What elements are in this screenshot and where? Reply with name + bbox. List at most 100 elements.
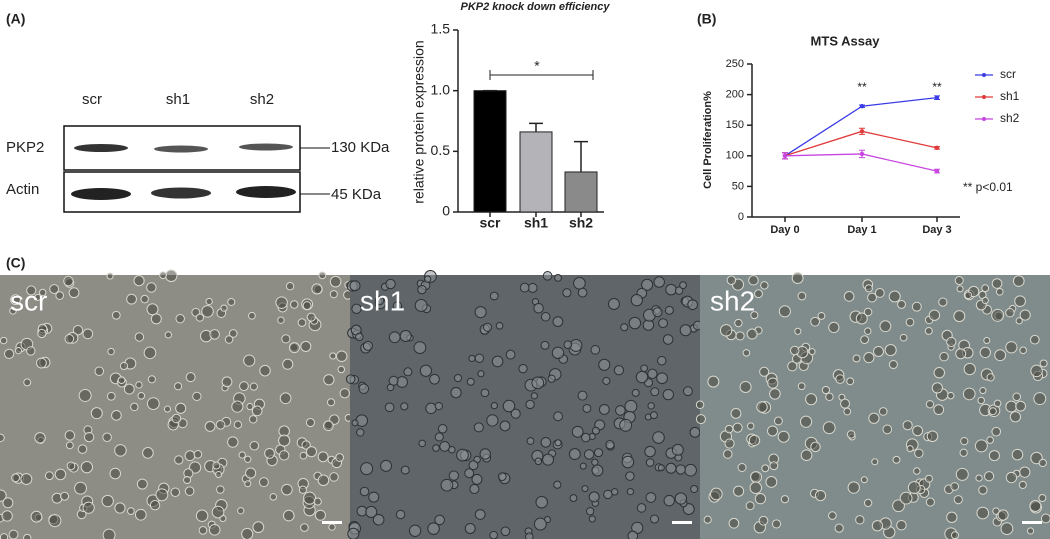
cell bbox=[907, 481, 921, 495]
cell bbox=[735, 331, 745, 341]
band bbox=[154, 145, 208, 153]
y-tick-label: 100 bbox=[726, 150, 744, 162]
cell bbox=[687, 299, 699, 311]
cell bbox=[825, 392, 834, 402]
cell bbox=[947, 391, 955, 400]
point bbox=[859, 104, 865, 109]
cell bbox=[351, 419, 359, 427]
cell bbox=[645, 458, 655, 467]
cell bbox=[10, 294, 21, 306]
cell bbox=[474, 509, 486, 520]
cell bbox=[847, 481, 860, 494]
cell bbox=[233, 420, 243, 429]
cell bbox=[814, 489, 827, 502]
cell bbox=[959, 448, 968, 457]
cell bbox=[962, 387, 976, 401]
cell bbox=[598, 404, 610, 415]
cell bbox=[963, 362, 976, 376]
band bbox=[71, 188, 131, 200]
cell bbox=[761, 464, 770, 473]
cell bbox=[955, 467, 969, 481]
cell bbox=[525, 532, 534, 539]
cell bbox=[983, 337, 991, 345]
cell bbox=[72, 324, 84, 336]
cell bbox=[165, 269, 178, 283]
cell bbox=[335, 350, 348, 362]
cell bbox=[419, 364, 433, 377]
cell bbox=[275, 296, 288, 309]
cell bbox=[136, 478, 148, 490]
cell bbox=[777, 430, 790, 443]
cell bbox=[385, 278, 396, 290]
cell bbox=[974, 439, 988, 453]
cell bbox=[101, 494, 114, 508]
cell bbox=[323, 374, 335, 386]
cell bbox=[48, 514, 62, 528]
cell bbox=[355, 332, 364, 342]
cell bbox=[626, 487, 635, 496]
cell bbox=[591, 426, 600, 435]
cell bbox=[991, 278, 1003, 289]
cell bbox=[134, 332, 145, 342]
cell bbox=[432, 444, 440, 452]
cell bbox=[356, 428, 365, 437]
cell bbox=[571, 425, 584, 438]
cell bbox=[1011, 448, 1024, 461]
cell bbox=[828, 321, 840, 334]
cell bbox=[860, 476, 868, 484]
cell bbox=[0, 533, 9, 539]
cell bbox=[631, 388, 640, 397]
cell bbox=[656, 356, 667, 366]
cell bbox=[345, 374, 356, 384]
cell bbox=[54, 468, 67, 481]
cell bbox=[215, 419, 226, 430]
cell bbox=[810, 441, 821, 453]
cell bbox=[114, 444, 127, 457]
cell bbox=[164, 331, 172, 339]
cell bbox=[615, 405, 626, 416]
y-tick-label: 200 bbox=[726, 89, 744, 101]
annotation: ** bbox=[932, 80, 942, 94]
cell bbox=[281, 334, 291, 344]
cell bbox=[924, 474, 933, 483]
cell bbox=[981, 296, 989, 305]
cell bbox=[1018, 480, 1027, 489]
cell bbox=[211, 505, 225, 519]
cell bbox=[892, 499, 905, 513]
cell bbox=[466, 377, 475, 386]
cell bbox=[647, 402, 655, 410]
cell bbox=[734, 318, 743, 328]
cell bbox=[159, 271, 167, 280]
cell bbox=[184, 450, 196, 462]
cell bbox=[769, 461, 779, 471]
cell bbox=[879, 320, 892, 333]
cell bbox=[665, 462, 677, 474]
cell bbox=[582, 403, 592, 413]
cell bbox=[1019, 346, 1027, 355]
cell bbox=[26, 346, 36, 356]
x-tick-label: sh2 bbox=[569, 215, 593, 231]
cell bbox=[1015, 317, 1023, 325]
cell bbox=[134, 508, 147, 521]
cell bbox=[620, 323, 629, 332]
cell bbox=[170, 487, 181, 498]
cell bbox=[1019, 309, 1031, 321]
cell bbox=[301, 440, 311, 450]
cell bbox=[733, 485, 745, 497]
cell bbox=[65, 441, 74, 450]
cell bbox=[300, 340, 312, 352]
micrograph-label: scr bbox=[10, 285, 47, 316]
significance-bracket bbox=[489, 70, 594, 80]
cell bbox=[198, 525, 208, 535]
cell bbox=[671, 443, 684, 456]
cell bbox=[464, 468, 475, 479]
cell bbox=[787, 361, 798, 372]
cell bbox=[860, 335, 869, 345]
cell bbox=[314, 509, 326, 521]
cell bbox=[282, 358, 294, 370]
cell bbox=[111, 410, 122, 421]
cell bbox=[216, 485, 225, 494]
y-tick-label: 150 bbox=[726, 119, 744, 131]
cell bbox=[822, 421, 836, 435]
cell bbox=[938, 297, 948, 307]
